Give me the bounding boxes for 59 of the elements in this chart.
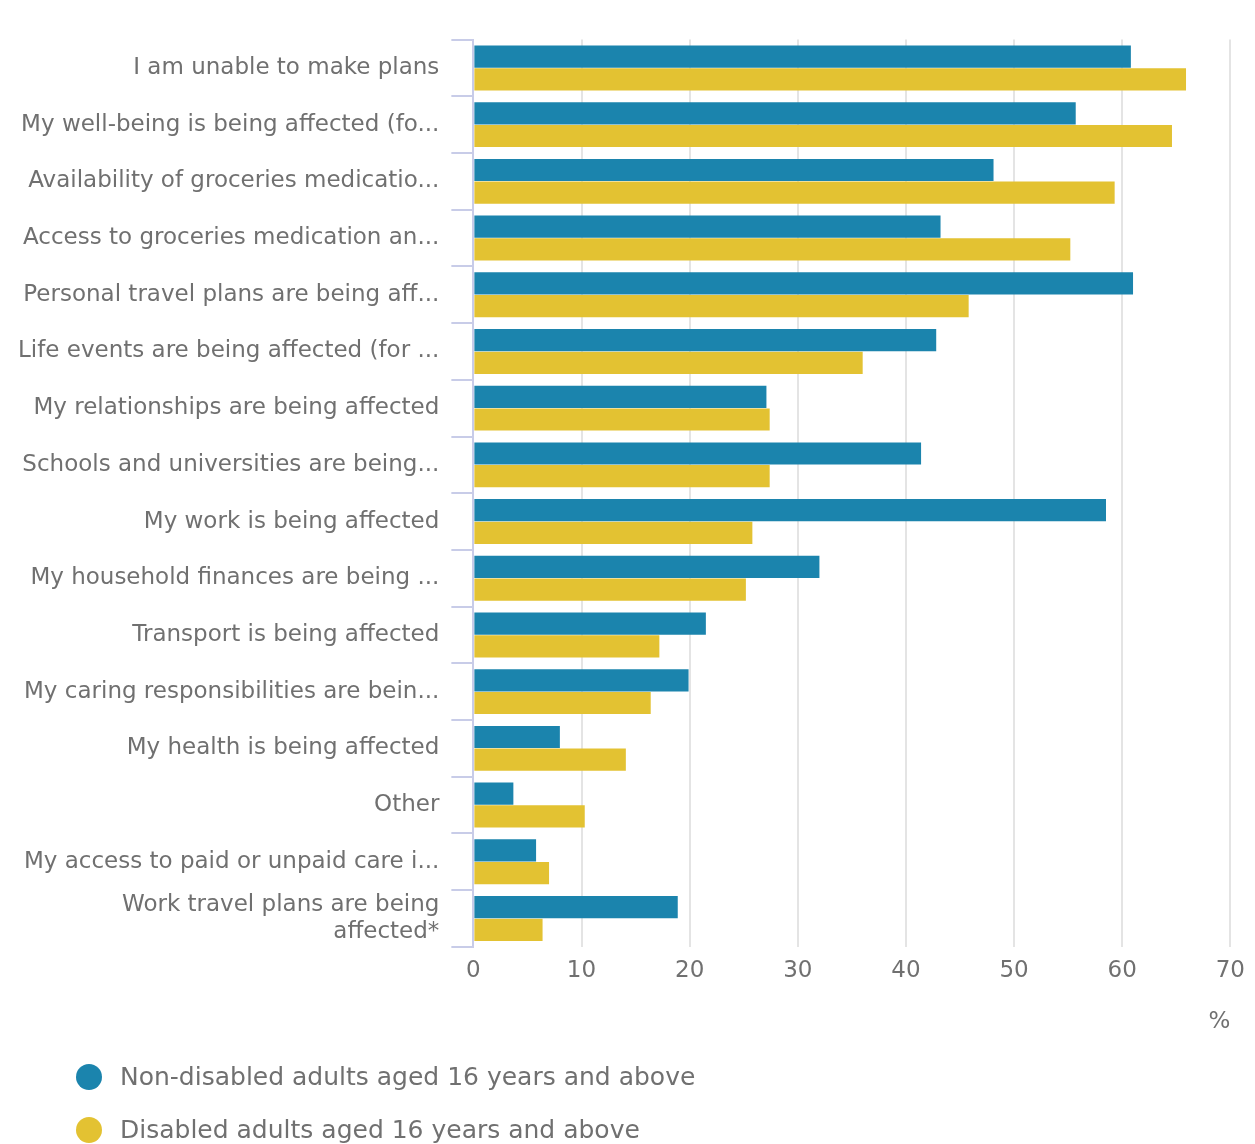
y-tick-label: Access to groceries medication an...: [22, 223, 440, 250]
bar: [474, 839, 537, 862]
y-tick-label: Work travel plans are being affected*: [121, 889, 440, 944]
y-tick-label: My well-being is being affected (fo...: [21, 109, 440, 136]
y-tick-label: My work is being affected: [143, 506, 440, 533]
x-axis-title: %: [1208, 1007, 1231, 1034]
bar: [474, 294, 969, 318]
bar: [474, 158, 994, 182]
x-tick-label: 10: [566, 955, 597, 982]
bar: [474, 45, 1131, 68]
bar: [474, 465, 770, 488]
bar: [474, 578, 746, 601]
bar: [474, 635, 660, 658]
bar: [474, 442, 922, 465]
bar: [474, 669, 689, 692]
bar: [474, 238, 1071, 261]
bar: [474, 102, 1076, 125]
y-tick-label: I am unable to make plans: [133, 52, 440, 79]
bar: [474, 181, 1115, 204]
bar: [474, 918, 543, 941]
bar: [474, 521, 753, 544]
bar: [474, 215, 941, 238]
x-tick-label: 50: [999, 955, 1029, 982]
bar: [474, 351, 863, 374]
bar: [474, 725, 560, 749]
bar: [474, 782, 514, 805]
x-tick-label: 30: [783, 955, 813, 982]
legend-label: Non-disabled adults aged 16 years and above: [120, 1062, 696, 1091]
y-tick-label: Personal travel plans are being aff...: [23, 279, 440, 306]
bar: [474, 329, 937, 352]
bar: [474, 861, 550, 885]
bar: [474, 805, 585, 828]
y-tick-label: My health is being affected: [126, 733, 440, 760]
bar: [474, 272, 1134, 295]
bar: [474, 408, 770, 431]
y-tick-label: Schools and universities are being...: [22, 449, 440, 476]
bar: [474, 748, 626, 771]
bar: [474, 124, 1172, 148]
bar: [474, 896, 678, 919]
y-tick-label: Availability of groceries medicatio...: [28, 166, 440, 193]
y-tick-label: Transport is being affected: [131, 619, 440, 646]
x-tick-label: 40: [891, 955, 921, 982]
bar: [474, 612, 706, 635]
bar: [474, 499, 1106, 522]
x-tick-label: 60: [1107, 955, 1137, 982]
bar: [474, 691, 651, 715]
y-tick-label: Life events are being affected (for ...: [18, 336, 440, 363]
y-tick-label: My household finances are being ...: [30, 563, 440, 590]
x-tick-label: 0: [466, 955, 481, 982]
bar: [474, 385, 767, 408]
x-tick-label: 20: [675, 955, 705, 982]
x-tick-label: 70: [1215, 955, 1246, 982]
bar: [474, 68, 1187, 91]
y-tick-label: My caring responsibilities are bein...: [24, 676, 440, 703]
y-tick-label: My relationships are being affected: [33, 393, 440, 420]
legend-label: Disabled adults aged 16 years and above: [120, 1115, 640, 1144]
y-tick-label: Other: [374, 790, 440, 817]
y-tick-label: My access to paid or unpaid care i...: [23, 846, 440, 873]
bar: [474, 555, 820, 579]
